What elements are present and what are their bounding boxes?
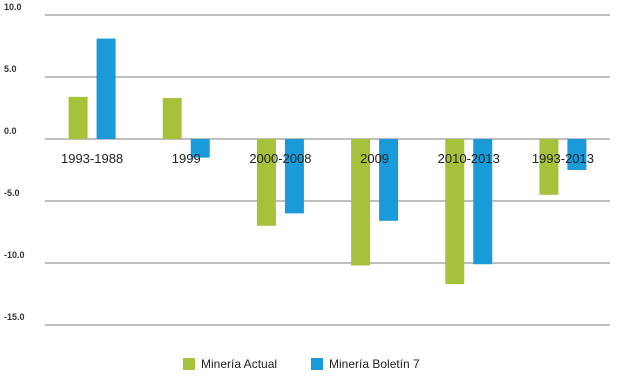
x-tick-label: 1993-1988 xyxy=(61,151,123,166)
y-tick-label: -15.0 xyxy=(4,312,25,322)
y-tick-label: 5.0 xyxy=(4,64,17,74)
x-tick-label: 2009 xyxy=(360,151,389,166)
bar xyxy=(539,139,559,195)
legend-label: Minería Boletín 7 xyxy=(329,357,420,371)
bar xyxy=(96,38,116,140)
bar xyxy=(284,139,304,214)
legend-label: Minería Actual xyxy=(201,357,277,371)
bar xyxy=(190,139,210,158)
y-tick-label: -10.0 xyxy=(4,250,25,260)
grid-lines xyxy=(45,14,610,326)
bar xyxy=(473,139,493,265)
x-axis-ticks: 1993-1988 1999 2000-2008 2009 2010-2013 1993-… xyxy=(61,151,594,166)
y-tick-label: -5.0 xyxy=(4,188,20,198)
y-tick-label: 10.0 xyxy=(4,2,22,12)
bar xyxy=(351,139,371,266)
legend-swatch xyxy=(183,358,195,370)
y-tick-label: 0.0 xyxy=(4,126,17,136)
x-tick-label: 1993-2013 xyxy=(532,151,594,166)
bar xyxy=(68,96,88,139)
legend-swatch xyxy=(311,358,323,370)
x-tick-label: 1999 xyxy=(172,151,201,166)
bar xyxy=(445,139,465,285)
bars xyxy=(68,38,587,285)
x-tick-label: 2000-2008 xyxy=(249,151,311,166)
bar xyxy=(379,139,399,221)
y-axis-ticks: 10.0 5.0 0.0 -5.0 -10.0 -15.0 xyxy=(4,2,25,322)
legend: Minería Actual Minería Boletín 7 xyxy=(183,357,420,371)
bar xyxy=(567,139,587,170)
bar xyxy=(256,139,276,226)
bar xyxy=(162,98,182,139)
x-tick-label: 2010-2013 xyxy=(438,151,500,166)
